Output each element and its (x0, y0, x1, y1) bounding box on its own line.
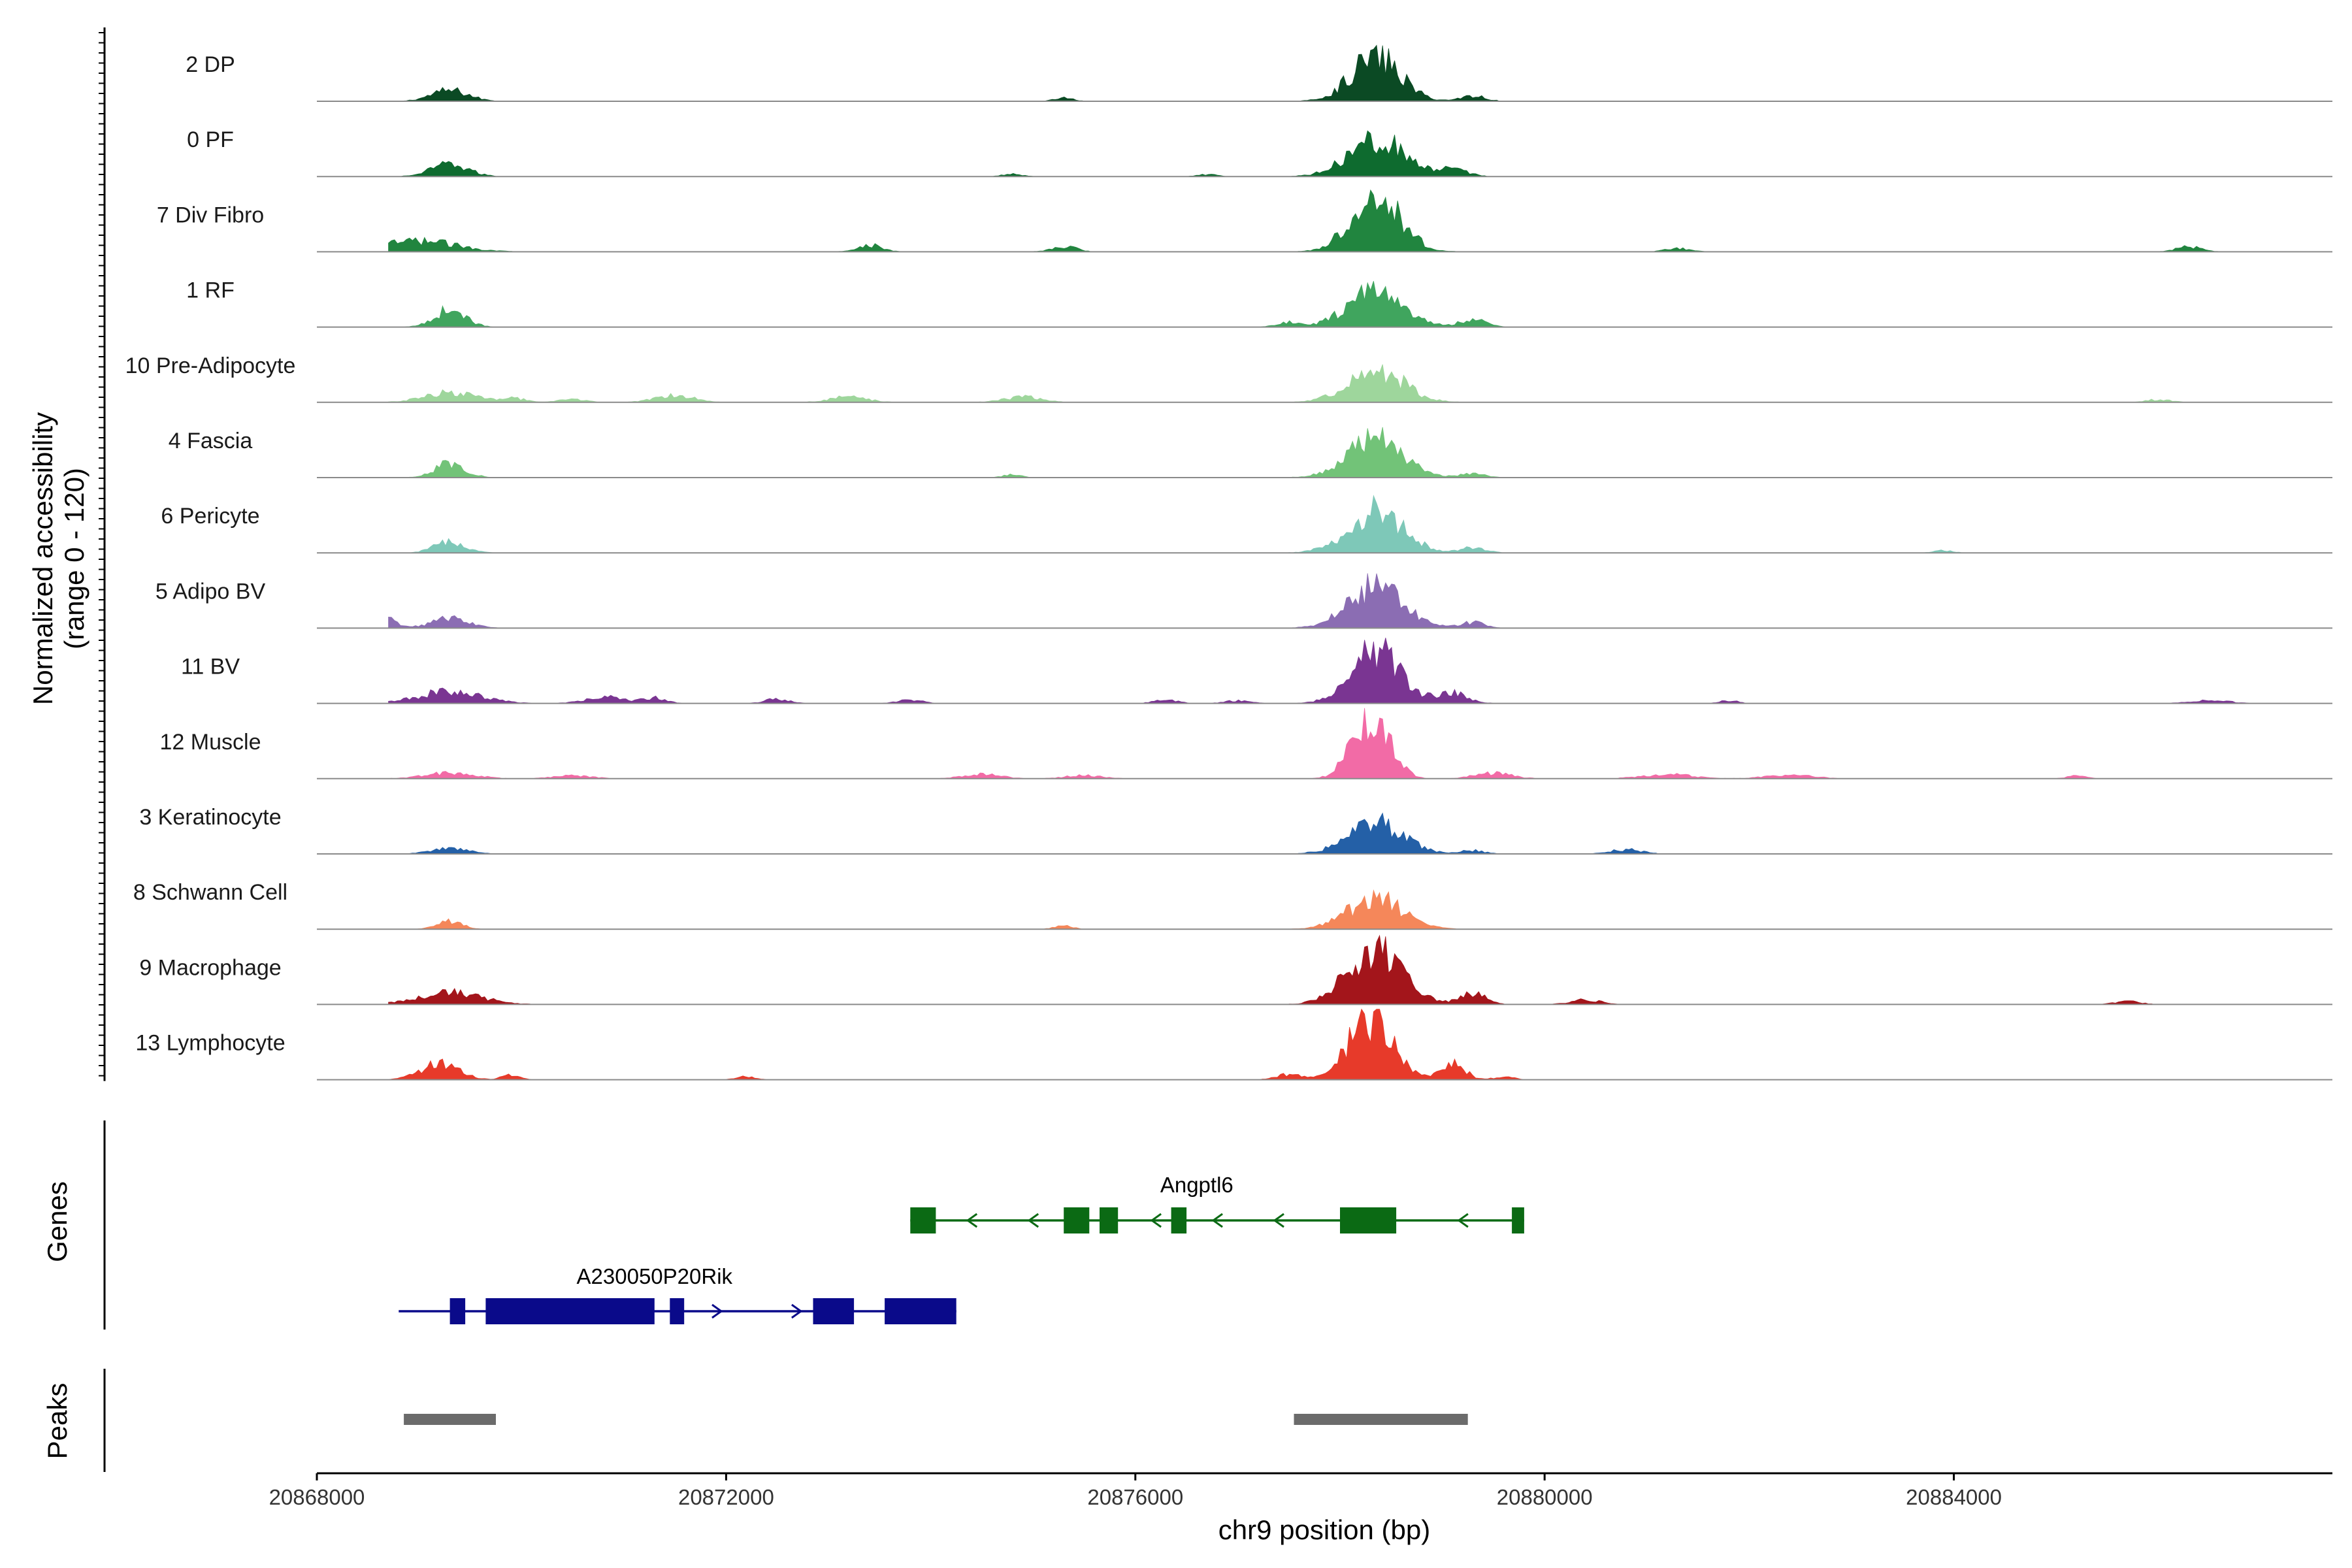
y-axis-title-line: Normalized accessibility (27, 412, 58, 705)
coverage-area (388, 812, 2251, 855)
track-label: 3 Keratinocyte (139, 805, 281, 830)
track-label: 5 Adipo BV (155, 579, 266, 604)
coverage-area (388, 44, 2251, 102)
coverage-area (388, 573, 2251, 629)
x-tick-label: 20872000 (678, 1485, 774, 1509)
gene-label: Angptl6 (1160, 1173, 1233, 1197)
gene-exon (1340, 1207, 1397, 1233)
gene-exon (1171, 1207, 1187, 1233)
gene-exon (910, 1207, 936, 1233)
coverage-area (388, 130, 2251, 177)
track-label: 9 Macrophage (139, 955, 281, 980)
x-axis: 20868000 20872000 20876000 20880000 20884000… (269, 1472, 2332, 1545)
coverage-tracks: 2 DP 0 PF 7 Div Fibro 1 RF 10 Pre-Adipocyte 4… (125, 44, 2332, 1081)
track-label: 12 Muscle (160, 730, 261, 755)
coverage-area (388, 889, 2251, 930)
peaks-panel: Peaks (42, 1369, 1468, 1472)
gene-exon (670, 1298, 685, 1324)
peak-region (1294, 1414, 1468, 1425)
gene-exon (485, 1298, 655, 1324)
x-tick-label: 20868000 (269, 1485, 365, 1509)
gene-label: A230050P20Rik (577, 1264, 733, 1288)
coverage-area (388, 427, 2251, 478)
strand-arrow (966, 1213, 978, 1228)
strand-arrow (1027, 1213, 1039, 1228)
coverage-area (388, 281, 2251, 327)
coverage-area (388, 934, 2251, 1005)
gene-exon (1100, 1207, 1119, 1233)
track-label: 11 BV (181, 655, 240, 679)
track-label: 13 Lymphocyte (135, 1031, 285, 1056)
track-label: 1 RF (186, 278, 235, 303)
gene-exon (813, 1298, 855, 1324)
coverage-area (388, 708, 2251, 779)
y-axis-title: Normalized accessibility(range 0 - 120) (27, 412, 90, 705)
coverage-area (388, 189, 2251, 252)
track-label: 10 Pre-Adipocyte (125, 353, 296, 378)
strand-arrow (791, 1303, 803, 1319)
strand-arrow (1273, 1213, 1284, 1228)
x-tick-label: 20880000 (1497, 1485, 1593, 1509)
y-axis: Normalized accessibility(range 0 - 120) (27, 27, 106, 1081)
coverage-area (388, 495, 2251, 553)
x-tick-label: 20884000 (1906, 1485, 2002, 1509)
gene-exon (1064, 1207, 1090, 1233)
x-axis-title: chr9 position (bp) (1218, 1514, 1431, 1545)
genes-title: Genes (42, 1181, 73, 1262)
coverage-area (388, 364, 2251, 403)
x-tick-label: 20876000 (1087, 1485, 1183, 1509)
track-label: 8 Schwann Cell (133, 880, 287, 905)
peaks-title: Peaks (42, 1383, 73, 1460)
coverage-area (388, 638, 2251, 704)
peak-region (404, 1414, 496, 1425)
strand-arrow (1457, 1213, 1469, 1228)
strand-arrow (1150, 1213, 1162, 1228)
track-label: 7 Div Fibro (157, 203, 264, 227)
gene-exon (1512, 1207, 1524, 1233)
gene-exon (449, 1298, 466, 1324)
genes-panel: Genes Angptl6 A230050P20Rik (42, 1120, 1524, 1330)
y-axis-title-line: (range 0 - 120) (59, 468, 90, 649)
strand-arrow (1211, 1213, 1223, 1228)
strand-arrow (711, 1303, 723, 1319)
track-label: 4 Fascia (169, 429, 253, 453)
track-label: 0 PF (187, 127, 234, 152)
coverage-area (388, 1008, 2251, 1080)
track-label: 2 DP (186, 52, 235, 77)
track-label: 6 Pericyte (161, 504, 259, 529)
gene-exon (885, 1298, 956, 1324)
